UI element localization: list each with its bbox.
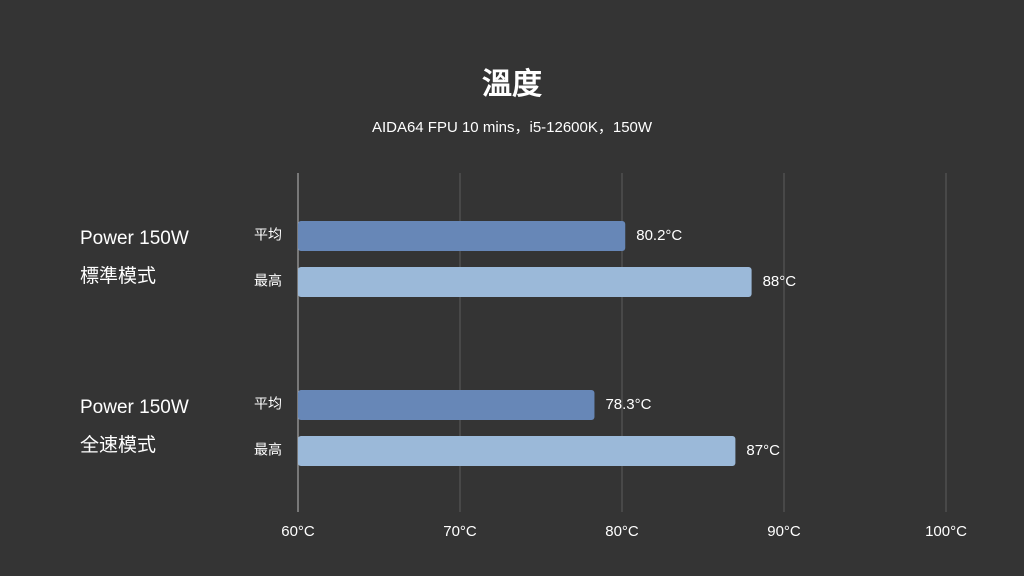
- x-tick-label: 100°C: [925, 523, 967, 540]
- bar: [298, 267, 752, 297]
- x-tick-label: 60°C: [281, 523, 315, 540]
- chart-title: 溫度: [482, 68, 542, 101]
- x-tick-label: 90°C: [767, 523, 801, 540]
- category-label: 全速模式: [80, 434, 156, 456]
- series-label: 最高: [254, 273, 282, 289]
- bar: [298, 390, 595, 420]
- category-label: Power 150W: [80, 228, 189, 249]
- bar: [298, 221, 626, 251]
- chart-subtitle: AIDA64 FPU 10 mins，i5-12600K，150W: [372, 119, 653, 136]
- series-label: 平均: [254, 227, 282, 243]
- value-label: 88°C: [763, 273, 797, 290]
- category-label: Power 150W: [80, 397, 189, 418]
- category-label: 標準模式: [80, 265, 156, 287]
- x-tick-label: 70°C: [443, 523, 477, 540]
- series-label: 最高: [254, 442, 282, 458]
- value-label: 87°C: [746, 442, 780, 459]
- value-label: 80.2°C: [636, 227, 682, 244]
- series-label: 平均: [254, 396, 282, 412]
- x-tick-label: 80°C: [605, 523, 639, 540]
- value-label: 78.3°C: [605, 396, 651, 413]
- bar: [298, 436, 736, 466]
